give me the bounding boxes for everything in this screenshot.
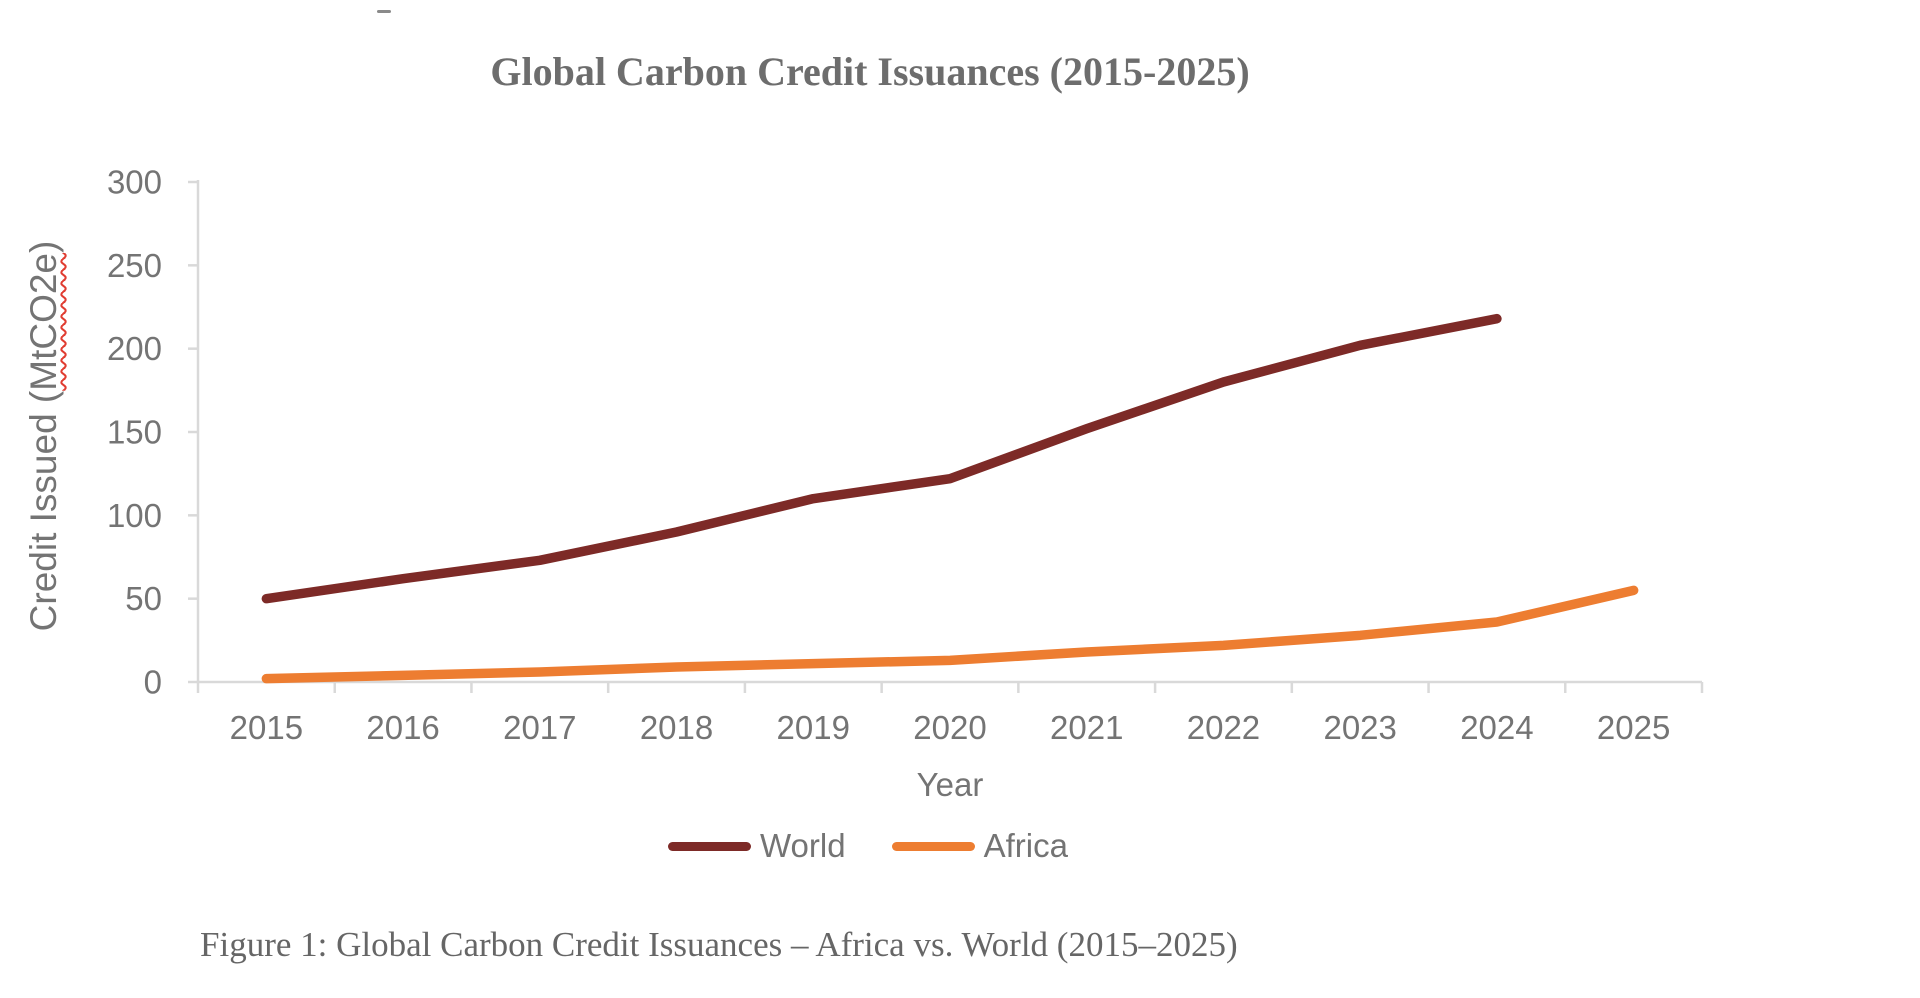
y-axis-tick-label: 0 [144, 664, 162, 701]
x-axis-tick-label: 2023 [1323, 709, 1396, 746]
y-axis-tick-label: 300 [107, 164, 162, 201]
x-axis-tick-label: 2018 [640, 709, 713, 746]
stray-dash-artifact [377, 10, 391, 13]
x-axis-tick-label: 2017 [503, 709, 576, 746]
chart-title: Global Carbon Credit Issuances (2015-202… [490, 49, 1250, 94]
legend-swatch-world [668, 841, 751, 851]
legend: World Africa [668, 828, 1068, 864]
y-axis-tick-label: 50 [125, 580, 162, 617]
x-axis-tick-label: 2021 [1050, 709, 1123, 746]
x-axis-tick-label: 2015 [230, 709, 303, 746]
series-line-world [261, 313, 1502, 604]
x-axis-title: Year [916, 766, 984, 803]
figure-caption: Figure 1: Global Carbon Credit Issuances… [200, 925, 1238, 964]
x-axis-tick-label: 2020 [913, 709, 986, 746]
y-axis-tick-label: 200 [107, 330, 162, 367]
x-axis-tick-label: 2025 [1597, 709, 1670, 746]
y-axis-tick-label: 150 [107, 414, 162, 451]
legend-label-world: World [760, 827, 846, 864]
x-axis-tick-label: 2019 [777, 709, 850, 746]
legend-swatch-africa [891, 841, 975, 851]
x-axis-tick-label: 2024 [1460, 709, 1533, 746]
x-axis-tick-label: 2016 [366, 709, 439, 746]
axis-lines [196, 180, 1702, 684]
legend-label-africa: Africa [983, 827, 1068, 864]
y-axis-tick-label: 250 [107, 247, 162, 284]
y-axis-tick-label: 100 [107, 497, 162, 534]
series-line-africa [261, 585, 1639, 684]
x-axis-tick-label: 2022 [1187, 709, 1260, 746]
